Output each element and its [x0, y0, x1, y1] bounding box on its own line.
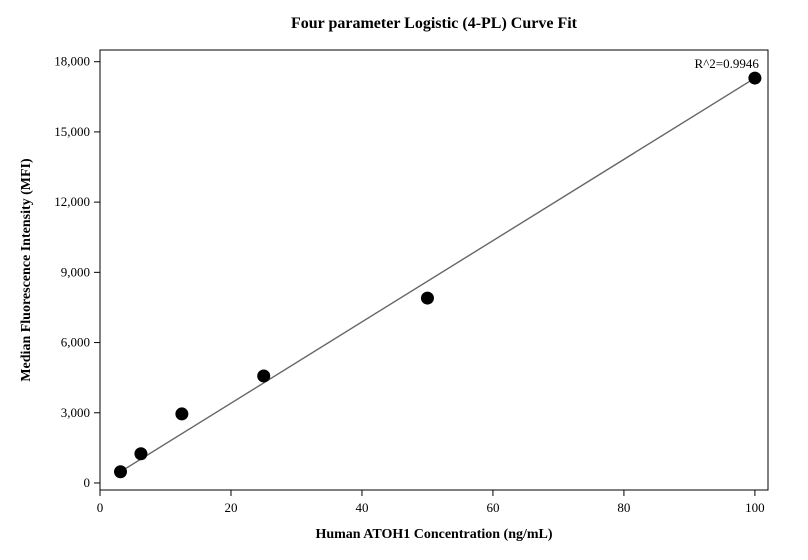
y-tick-label: 18,000	[54, 54, 90, 69]
fit-line	[120, 78, 754, 472]
x-tick-label: 60	[486, 500, 499, 515]
r-squared-annotation: R^2=0.9946	[695, 56, 760, 71]
x-tick-label: 0	[97, 500, 104, 515]
data-point	[258, 370, 270, 382]
x-tick-label: 80	[617, 500, 630, 515]
chart-svg: Four parameter Logistic (4-PL) Curve Fit…	[0, 0, 808, 560]
data-point	[176, 408, 188, 420]
x-tick-label: 100	[745, 500, 765, 515]
y-axis-label: Median Fluorescence Intensity (MFI)	[19, 158, 34, 382]
y-tick-label: 6,000	[61, 335, 90, 350]
x-axis-label: Human ATOH1 Concentration (ng/mL)	[315, 527, 552, 542]
y-tick-label: 12,000	[54, 194, 90, 209]
y-tick-label: 0	[84, 475, 91, 490]
data-point	[421, 292, 433, 304]
data-point	[749, 72, 761, 84]
chart-container: Four parameter Logistic (4-PL) Curve Fit…	[0, 0, 808, 560]
y-tick-label: 3,000	[61, 405, 90, 420]
data-point	[114, 466, 126, 478]
y-tick-label: 15,000	[54, 124, 90, 139]
plot-border	[100, 50, 768, 490]
x-tick-label: 20	[224, 500, 237, 515]
y-tick-label: 9,000	[61, 264, 90, 279]
chart-title: Four parameter Logistic (4-PL) Curve Fit	[291, 15, 578, 32]
data-point	[135, 448, 147, 460]
x-tick-label: 40	[355, 500, 368, 515]
